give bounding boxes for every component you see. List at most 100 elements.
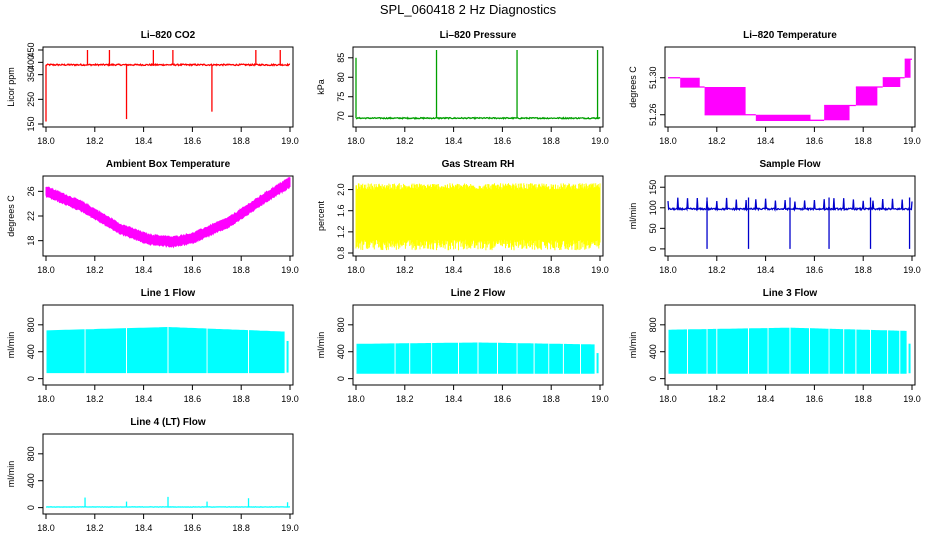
flow-segment [85, 328, 126, 374]
y-tick-label: 150 [648, 180, 658, 195]
y-tick-label: 0 [336, 376, 346, 381]
x-tick-label: 19.0 [591, 136, 609, 146]
x-tick-label: 18.4 [757, 265, 775, 275]
y-tick-label: 800 [648, 317, 658, 332]
figure-title: SPL_060418 2 Hz Diagnostics [379, 2, 557, 17]
x-tick-label: 18.6 [494, 136, 512, 146]
x-tick-label: 18.0 [347, 265, 365, 275]
flow-segment [707, 328, 717, 374]
y-tick-label: 150 [26, 116, 36, 131]
x-axis: 18.0 18.2 18.4 18.6 18.8 19.0 [659, 384, 921, 404]
x-tick-label: 18.4 [135, 265, 153, 275]
x-tick-label: 18.6 [184, 136, 202, 146]
y-tick-label: 250 [26, 92, 36, 107]
y-tick-label: 26 [26, 186, 36, 196]
y-axis-label: ml/min [628, 203, 638, 230]
chart-title: Sample Flow [759, 159, 820, 170]
x-tick-label: 18.4 [135, 523, 153, 533]
x-tick-label: 18.4 [445, 265, 463, 275]
series-line [45, 62, 291, 67]
y-axis: 51.26 51.30 [648, 66, 665, 126]
y-axis-label: degrees C [6, 195, 16, 237]
y-tick-label: 800 [26, 317, 36, 332]
chart-sflow: Sample Flow ml/min 18.0 18.2 18.4 18.6 18.8 19.… [628, 159, 921, 275]
x-tick-label: 19.0 [591, 394, 609, 404]
series-line-1 [46, 326, 289, 374]
x-tick-label: 18.0 [659, 394, 677, 404]
chart-title: Line 4 (LT) Flow [130, 417, 206, 428]
series-ambient [45, 176, 291, 249]
y-axis: 0.8 1.2 1.6 2.0 [336, 183, 353, 259]
series-line-2 [356, 342, 599, 374]
x-tick-label: 18.2 [86, 523, 104, 533]
x-tick-label: 18.0 [37, 394, 55, 404]
series-temperature [668, 58, 912, 121]
flow-segment [432, 342, 458, 374]
y-tick-label: 0 [26, 376, 36, 381]
y-tick-label: 18 [26, 236, 36, 246]
y-tick-label: 800 [336, 317, 346, 332]
x-tick-label: 18.8 [854, 136, 872, 146]
x-tick-label: 18.0 [347, 394, 365, 404]
flow-segment [46, 329, 85, 374]
toggle-block [855, 87, 878, 106]
flow-segment [717, 328, 748, 374]
x-tick-label: 18.6 [494, 394, 512, 404]
chart-title: Line 2 Flow [451, 288, 506, 299]
x-tick-label: 19.0 [281, 136, 299, 146]
y-tick-label: 0 [648, 246, 658, 251]
x-tick-label: 19.0 [591, 265, 609, 275]
y-tick-label: 400 [648, 344, 658, 359]
chart-rh: Gas Stream RH percent 18.0 18.2 18.4 18.6 18.8… [316, 159, 609, 275]
x-tick-label: 18.6 [494, 265, 512, 275]
y-tick-label: 0 [648, 376, 658, 381]
y-axis-label: degrees C [628, 66, 638, 108]
x-tick-label: 19.0 [281, 394, 299, 404]
y-axis: 18 22 26 [26, 186, 43, 246]
x-tick-label: 18.0 [659, 136, 677, 146]
flow-segment [549, 343, 563, 374]
flow-segment [749, 328, 768, 374]
chart-line3: Line 3 Flow ml/min 18.0 18.2 18.4 18.6 18.8 19.… [628, 288, 921, 404]
toggle-block [755, 114, 811, 121]
y-axis-label: ml/min [316, 332, 326, 359]
x-tick-label: 18.4 [135, 136, 153, 146]
y-axis-label: kPa [316, 79, 326, 95]
flow-segment [498, 342, 517, 374]
flow-segment [688, 329, 707, 374]
x-axis: 18.0 18.2 18.4 18.6 18.8 19.0 [37, 384, 299, 404]
x-tick-label: 18.6 [184, 394, 202, 404]
x-axis: 18.0 18.2 18.4 18.6 18.8 19.0 [659, 126, 921, 146]
y-tick-label: 100 [648, 200, 658, 215]
y-tick-label: 50 [648, 223, 658, 233]
x-tick-label: 18.8 [854, 265, 872, 275]
flow-segment [871, 329, 888, 374]
toggle-block [882, 77, 901, 87]
flow-segment [900, 330, 907, 374]
flow-segment [790, 327, 809, 374]
series-pressure [355, 50, 601, 120]
y-axis-label: Licor ppm [6, 67, 16, 107]
x-tick-label: 18.8 [542, 394, 560, 404]
x-axis: 18.0 18.2 18.4 18.6 18.8 19.0 [37, 255, 299, 275]
series-sample-flow [667, 197, 913, 249]
toggle-block [704, 87, 746, 115]
x-tick-label: 18.8 [232, 394, 250, 404]
chart-pressure: Li–820 Pressure kPa 18.0 18.2 18.4 18.6 18.8 19… [316, 30, 609, 146]
flow-segment [668, 329, 687, 374]
x-tick-label: 18.8 [542, 136, 560, 146]
x-axis: 18.0 18.2 18.4 18.6 18.8 19.0 [37, 126, 299, 146]
y-tick-label: 400 [26, 473, 36, 488]
flow-segment [856, 329, 870, 374]
series-band [45, 176, 291, 249]
x-tick-label: 18.4 [445, 394, 463, 404]
x-tick-label: 18.2 [86, 136, 104, 146]
x-tick-label: 18.6 [806, 136, 824, 146]
x-tick-label: 18.8 [854, 394, 872, 404]
flow-segment [844, 329, 856, 374]
x-axis: 18.0 18.2 18.4 18.6 18.8 19.0 [347, 126, 609, 146]
